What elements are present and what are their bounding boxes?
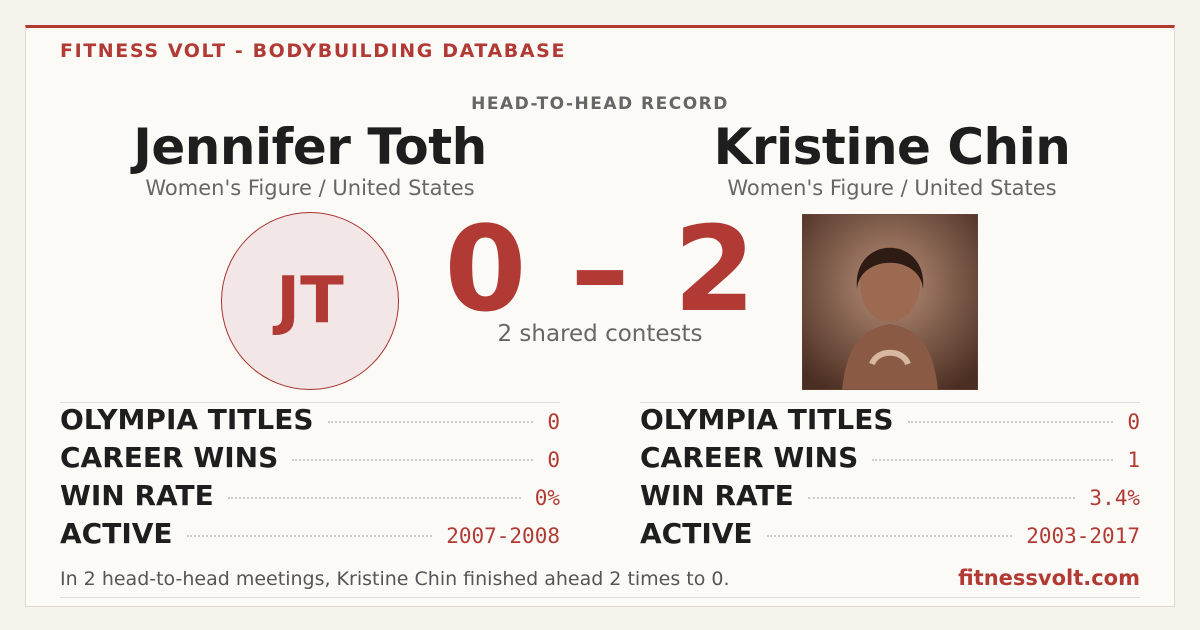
leader bbox=[766, 535, 1013, 537]
section-label: HEAD-TO-HEAD RECORD bbox=[471, 94, 729, 114]
avatar-initials: JT bbox=[221, 212, 399, 390]
athlete-photo bbox=[802, 214, 978, 390]
score-right: 2 bbox=[673, 200, 756, 338]
footer-site[interactable]: fitnessvolt.com bbox=[958, 566, 1140, 590]
stat-label: OLYMPIA TITLES bbox=[640, 403, 894, 436]
score-caption: 2 shared contests bbox=[497, 321, 703, 347]
stat-label: WIN RATE bbox=[640, 479, 794, 512]
stat-row: ACTIVE 2003-2017 bbox=[640, 517, 1140, 555]
footer-rule bbox=[60, 597, 1140, 598]
stat-value: 0 bbox=[547, 448, 560, 472]
stat-row: OLYMPIA TITLES 0 bbox=[60, 403, 560, 441]
stat-value: 0% bbox=[534, 486, 560, 510]
brand: FITNESS VOLT - BODYBUILDING DATABASE bbox=[60, 40, 567, 62]
athlete-name: Jennifer Toth bbox=[133, 118, 487, 176]
stat-row: OLYMPIA TITLES 0 bbox=[640, 403, 1140, 441]
score-separator: – bbox=[570, 200, 630, 338]
score: 0–2 bbox=[0, 200, 1200, 338]
leader bbox=[807, 497, 1076, 499]
stat-label: ACTIVE bbox=[60, 517, 173, 550]
stat-row: CAREER WINS 0 bbox=[60, 441, 560, 479]
athlete-division: Women's Figure / United States bbox=[727, 176, 1057, 200]
stats-right: OLYMPIA TITLES 0 CAREER WINS 1 WIN RATE 3.4% A… bbox=[640, 402, 1140, 555]
stat-label: WIN RATE bbox=[60, 479, 214, 512]
stat-row: WIN RATE 0% bbox=[60, 479, 560, 517]
stat-value: 0 bbox=[1127, 410, 1140, 434]
footer-summary: In 2 head-to-head meetings, Kristine Chi… bbox=[60, 568, 730, 590]
stat-row: WIN RATE 3.4% bbox=[640, 479, 1140, 517]
stat-label: CAREER WINS bbox=[640, 441, 859, 474]
stat-label: ACTIVE bbox=[640, 517, 753, 550]
leader bbox=[907, 421, 1114, 423]
stat-row: CAREER WINS 1 bbox=[640, 441, 1140, 479]
leader bbox=[327, 421, 534, 423]
stat-value: 1 bbox=[1127, 448, 1140, 472]
stat-row: ACTIVE 2007-2008 bbox=[60, 517, 560, 555]
athlete-division: Women's Figure / United States bbox=[145, 176, 475, 200]
leader bbox=[872, 459, 1114, 461]
stat-value: 2003-2017 bbox=[1026, 524, 1140, 548]
stat-label: OLYMPIA TITLES bbox=[60, 403, 314, 436]
card bbox=[25, 25, 1175, 607]
stat-value: 3.4% bbox=[1089, 486, 1140, 510]
stat-value: 2007-2008 bbox=[446, 524, 560, 548]
leader bbox=[292, 459, 534, 461]
score-left: 0 bbox=[444, 200, 527, 338]
athlete-name: Kristine Chin bbox=[713, 118, 1071, 176]
leader bbox=[186, 535, 433, 537]
stat-label: CAREER WINS bbox=[60, 441, 279, 474]
stats-left: OLYMPIA TITLES 0 CAREER WINS 0 WIN RATE 0% ACT… bbox=[60, 402, 560, 555]
leader bbox=[227, 497, 521, 499]
stat-value: 0 bbox=[547, 410, 560, 434]
